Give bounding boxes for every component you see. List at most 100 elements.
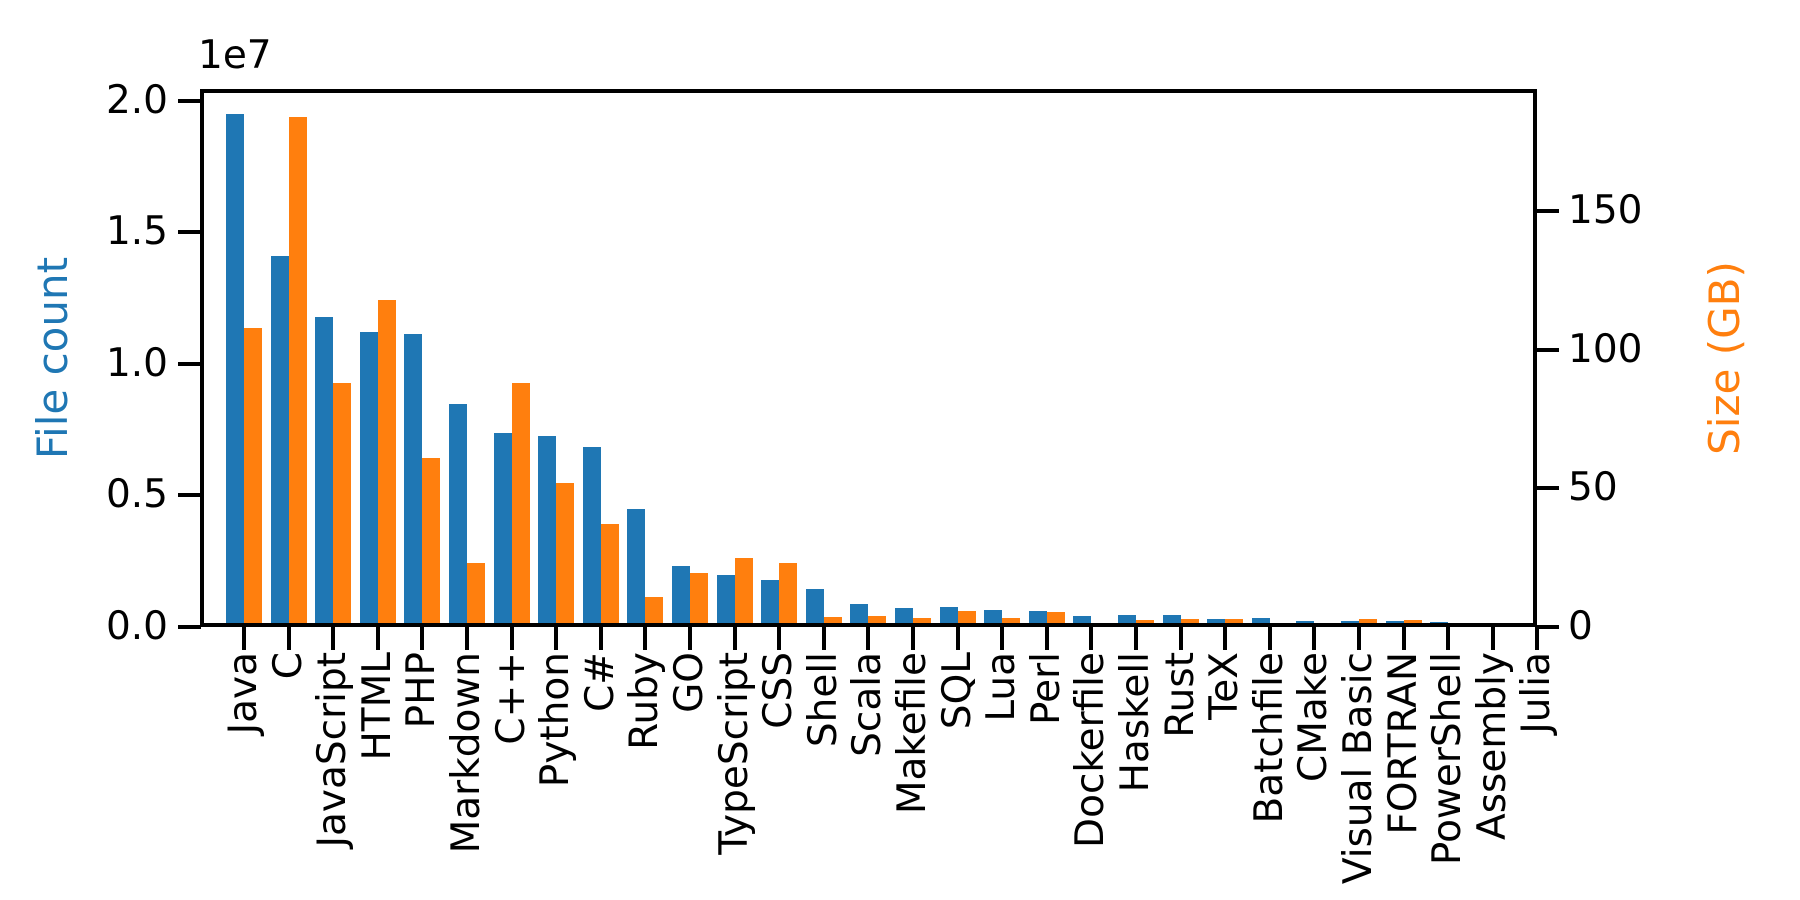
bar-filecount-sql	[939, 607, 958, 627]
x-tick-javascript	[331, 627, 336, 650]
bar-filecount-c	[270, 256, 289, 627]
right-y-tick-150	[1536, 209, 1559, 214]
x-tick-label-markdown: Markdown	[444, 652, 489, 854]
x-tick-typescript	[732, 627, 737, 650]
bar-size-c	[600, 524, 619, 627]
right-y-tick-100	[1536, 347, 1559, 352]
bar-size-go	[690, 572, 708, 627]
x-tick-label-sql: SQL	[934, 652, 980, 730]
x-tick-label-css: CSS	[756, 652, 802, 729]
bar-size-php	[422, 457, 441, 627]
bar-size-python	[556, 482, 575, 627]
left-y-tick-label-1.0: 1.0	[105, 340, 168, 386]
x-tick-c	[286, 627, 291, 650]
x-tick-label-perl: Perl	[1023, 652, 1069, 725]
x-tick-label-ruby: Ruby	[622, 652, 668, 750]
x-tick-label-fortran: FORTRAN	[1380, 652, 1426, 835]
x-tick-ruby	[643, 627, 648, 650]
bar-filecount-shell	[805, 589, 824, 627]
bar-size-lua	[1002, 618, 1021, 627]
x-tick-label-javascript: JavaScript	[310, 652, 356, 848]
bar-filecount-typescript	[716, 575, 735, 627]
x-tick-lua	[1000, 627, 1005, 650]
right-y-tick-label-0: 0	[1568, 604, 1593, 649]
bar-size-scala	[868, 616, 887, 627]
x-tick-perl	[1044, 627, 1049, 650]
y-axis-offset-text: 1e7	[198, 33, 272, 78]
plot-border	[200, 89, 1537, 627]
bar-size-visual-basic	[1359, 618, 1377, 627]
bar-filecount-scala	[850, 604, 869, 627]
bar-size-typescript	[734, 557, 753, 627]
right-y-tick-0	[1536, 625, 1559, 629]
x-tick-label-python: Python	[533, 652, 579, 788]
plot-area	[200, 89, 1537, 627]
bar-filecount-html	[359, 332, 378, 627]
bar-filecount-ruby	[627, 509, 646, 627]
bar-size-markdown	[467, 563, 485, 627]
bar-filecount-batchfile	[1251, 618, 1270, 627]
x-tick-css	[777, 627, 782, 650]
bar-filecount-c	[493, 432, 512, 627]
right-y-tick-label-150: 150	[1568, 188, 1643, 234]
x-tick-assembly	[1490, 627, 1495, 650]
x-tick-cmake	[1312, 627, 1317, 650]
x-tick-julia	[1535, 627, 1540, 650]
x-tick-html	[375, 627, 380, 650]
bar-size-ruby	[645, 596, 664, 627]
x-tick-scala	[866, 627, 871, 650]
x-tick-label-go: GO	[667, 652, 712, 713]
x-tick-powershell	[1446, 627, 1451, 650]
bar-filecount-python	[538, 436, 557, 627]
bar-filecount-rust	[1162, 615, 1181, 627]
bar-filecount-css	[761, 580, 780, 627]
x-tick-label-haskell: Haskell	[1113, 652, 1158, 793]
left-y-tick-label-0.5: 0.5	[105, 472, 168, 518]
left-y-tick-1.0	[178, 361, 201, 366]
bar-size-tex	[1225, 618, 1244, 627]
x-tick-markdown	[465, 627, 469, 650]
left-y-tick-label-1.5: 1.5	[105, 209, 168, 255]
left-y-tick-1.5	[178, 230, 201, 235]
left-y-tick-0.0	[178, 625, 201, 629]
left-y-tick-label-0.0: 0.0	[105, 604, 168, 649]
x-tick-batchfile	[1267, 627, 1272, 650]
left-y-tick-label-2.0: 2.0	[105, 77, 168, 123]
left-y-tick-0.5	[178, 493, 201, 498]
x-tick-label-scala: Scala	[845, 652, 891, 757]
x-tick-label-php: PHP	[399, 652, 445, 729]
bar-size-rust	[1180, 618, 1199, 627]
x-tick-shell	[821, 627, 826, 650]
x-tick-go	[688, 627, 692, 650]
right-y-tick-50	[1536, 486, 1559, 491]
x-tick-c	[509, 627, 514, 650]
bar-filecount-markdown	[449, 404, 467, 627]
x-tick-label-dockerfile: Dockerfile	[1068, 652, 1114, 848]
x-tick-label-powershell: PowerShell	[1425, 652, 1471, 866]
bar-size-html	[377, 299, 396, 627]
x-tick-python	[554, 627, 559, 650]
bar-size-c	[511, 382, 530, 627]
bar-size-java	[244, 327, 262, 627]
bar-filecount-tex	[1207, 618, 1226, 627]
x-tick-label-tex: TeX	[1202, 652, 1248, 720]
x-tick-label-makefile: Makefile	[890, 652, 935, 815]
x-tick-label-lua: Lua	[979, 652, 1025, 722]
right-axis-title: Size (GB)	[1700, 261, 1749, 455]
bar-size-makefile	[913, 618, 931, 627]
x-tick-label-c: C	[265, 652, 311, 680]
bar-filecount-java	[226, 114, 244, 627]
bar-size-javascript	[333, 382, 352, 627]
bar-filecount-c	[582, 447, 601, 627]
x-tick-java	[242, 627, 246, 650]
bar-filecount-go	[672, 565, 690, 627]
bar-filecount-haskell	[1118, 615, 1136, 627]
x-tick-visual-basic	[1357, 627, 1361, 650]
x-tick-label-c: C++	[488, 652, 534, 745]
bar-filecount-lua	[984, 609, 1003, 627]
x-tick-label-assembly: Assembly	[1469, 652, 1515, 840]
x-tick-label-julia: Julia	[1514, 652, 1560, 734]
bar-filecount-makefile	[895, 608, 913, 627]
x-tick-fortran	[1401, 627, 1406, 650]
